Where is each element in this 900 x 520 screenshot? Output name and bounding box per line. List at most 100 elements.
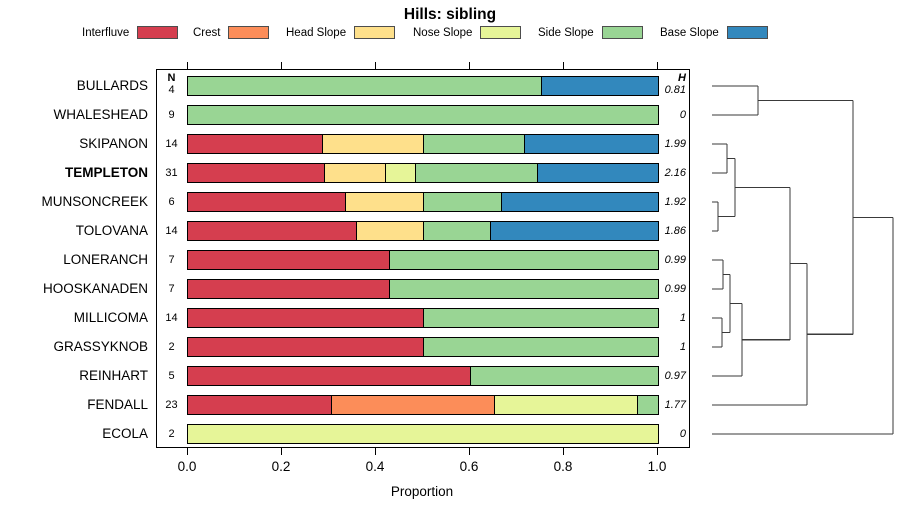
n-value: 31 — [165, 167, 178, 179]
n-value: 5 — [168, 370, 175, 382]
legend-label: Crest — [193, 26, 221, 39]
axis-tick-label: 0.2 — [271, 459, 291, 474]
n-column-header: N — [167, 72, 176, 84]
bar-segment-side — [389, 251, 658, 269]
row-label-skipanon: SKIPANON — [79, 136, 148, 151]
row-label-fendall: FENDALL — [87, 397, 148, 412]
bar-segment-side — [422, 135, 524, 153]
n-value: 6 — [168, 196, 175, 208]
legend-swatch-nose-icon — [480, 26, 522, 39]
bar-segment-head — [322, 135, 423, 153]
legend-swatch-head-icon — [354, 26, 396, 39]
row-label-reinhart: REINHART — [79, 368, 148, 383]
stacked-bar-munsoncreek — [187, 192, 659, 212]
bar-segment-side — [470, 367, 658, 385]
bar-segment-side — [422, 222, 491, 240]
bar-segment-interfluve — [188, 396, 332, 414]
bar-segment-interfluve — [188, 367, 470, 385]
stacked-bar-reinhart — [187, 366, 659, 386]
bar-segment-crest — [331, 396, 495, 414]
axis-tick-bottom — [187, 448, 188, 455]
bar-segment-base — [523, 135, 658, 153]
axis-tick-top — [563, 62, 564, 69]
axis-tick-top — [657, 62, 658, 69]
legend-item-side: Side Slope — [538, 26, 643, 39]
bar-segment-interfluve — [188, 309, 423, 327]
axis-tick-bottom — [563, 448, 564, 455]
row-label-templeton: TEMPLETON — [64, 165, 148, 180]
n-value: 9 — [168, 109, 175, 121]
bar-segment-base — [490, 222, 658, 240]
n-value: 7 — [168, 283, 175, 295]
bar-segment-nose — [188, 425, 658, 443]
n-value: 23 — [165, 399, 178, 411]
n-value: 14 — [165, 138, 178, 150]
stacked-bar-fendall — [187, 395, 659, 415]
bar-segment-interfluve — [188, 280, 390, 298]
n-value-text: 4 — [168, 84, 175, 96]
row-label-hooskanaden: HOOSKANADEN — [42, 281, 148, 296]
bar-segment-side — [423, 338, 658, 356]
axis-tick-top — [281, 62, 282, 69]
bar-segment-head — [344, 193, 423, 211]
bar-segment-side — [188, 77, 541, 95]
plot-box-border — [156, 69, 690, 448]
stacked-bar-grassyknob — [187, 337, 659, 357]
legend-label: Side Slope — [538, 26, 594, 39]
axis-tick-bottom — [375, 448, 376, 455]
h-value: 0 — [679, 428, 686, 440]
bar-segment-side — [389, 280, 658, 298]
n-value: 2 — [168, 341, 175, 353]
x-axis-label: Proportion — [390, 484, 454, 499]
n-value: 2 — [168, 428, 175, 440]
bar-segment-interfluve — [188, 164, 325, 182]
legend-label: Head Slope — [286, 26, 347, 39]
legend-item-head: Head Slope — [286, 26, 396, 39]
chart-title: Hills: sibling — [403, 6, 497, 23]
h-value: 1.99 — [664, 138, 686, 150]
legend-item-nose: Nose Slope — [413, 26, 522, 39]
axis-tick-top — [469, 62, 470, 69]
bar-segment-side — [637, 396, 658, 414]
row-label-whaleshead: WHALESHEAD — [53, 107, 148, 122]
bar-segment-side — [423, 309, 658, 327]
bar-segment-nose — [385, 164, 416, 182]
axis-tick-bottom — [281, 448, 282, 455]
stacked-bar-whaleshead — [187, 105, 659, 125]
axis-tick-top — [187, 62, 188, 69]
legend-item-base: Base Slope — [660, 26, 768, 39]
row-label-munsoncreek: MUNSONCREEK — [41, 194, 148, 209]
bar-segment-head — [324, 164, 386, 182]
axis-tick-label: 0.4 — [365, 459, 385, 474]
legend-item-interfluve: Interfluve — [82, 26, 179, 39]
n-value: 7 — [168, 254, 175, 266]
bar-segment-side — [415, 164, 537, 182]
row-label-ecola: ECOLA — [102, 426, 148, 441]
row-label-bullards: BULLARDS — [76, 78, 148, 93]
bar-segment-nose — [494, 396, 638, 414]
stacked-bar-tolovana — [187, 221, 659, 241]
bar-segment-head — [355, 222, 423, 240]
legend-swatch-interfluve-icon — [137, 26, 179, 39]
bar-segment-interfluve — [188, 135, 323, 153]
stacked-bar-bullards — [187, 76, 659, 96]
legend-label: Interfluve — [82, 26, 130, 39]
bar-segment-interfluve — [188, 251, 390, 269]
n-value: 14 — [165, 225, 178, 237]
legend-label: Base Slope — [660, 26, 719, 39]
bar-segment-base — [536, 164, 658, 182]
row-label-tolovana: TOLOVANA — [75, 223, 148, 238]
dendrogram-links — [712, 85, 894, 435]
axis-tick-label: 0.8 — [553, 459, 573, 474]
legend-label: Nose Slope — [413, 26, 473, 39]
stacked-bar-skipanon — [187, 134, 659, 154]
h-value: 0.97 — [664, 370, 686, 382]
bar-segment-base — [540, 77, 658, 95]
n-value: 14 — [165, 312, 178, 324]
h-value: 0.99 — [664, 254, 686, 266]
h-column-header: H — [678, 72, 686, 84]
stacked-bar-millicoma — [187, 308, 659, 328]
